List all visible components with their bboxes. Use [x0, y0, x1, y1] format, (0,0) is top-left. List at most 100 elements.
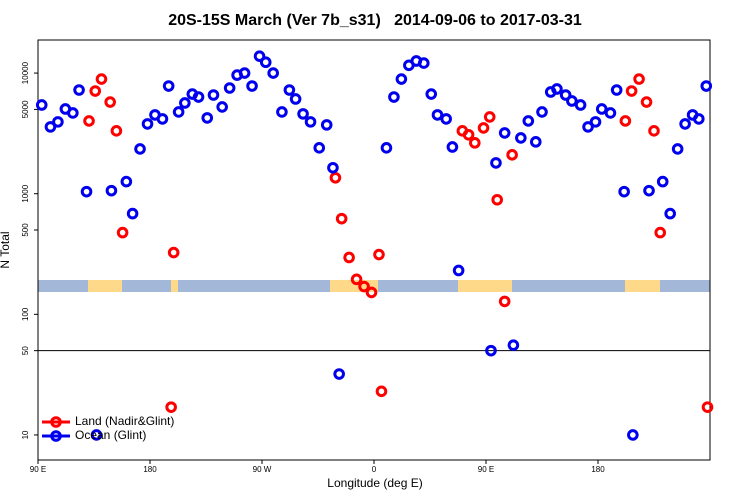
point — [656, 175, 669, 188]
point — [246, 80, 258, 92]
point — [104, 96, 116, 108]
x-axis-label: Longitude (deg E) — [327, 476, 422, 490]
point — [491, 193, 504, 206]
point — [485, 344, 497, 357]
point — [120, 175, 133, 188]
point — [276, 106, 288, 118]
point — [595, 103, 608, 115]
point — [216, 101, 228, 113]
point — [223, 82, 236, 94]
point — [551, 83, 563, 95]
point — [671, 143, 684, 155]
legend-label: Ocean (Glint) — [75, 428, 146, 442]
point — [559, 89, 572, 101]
y-tick-label: 10000 — [21, 61, 30, 84]
point — [643, 184, 655, 197]
point — [165, 401, 177, 413]
point — [320, 119, 333, 131]
point — [192, 91, 205, 103]
point — [679, 118, 691, 130]
x-tick-label: 90 E — [30, 465, 46, 474]
point — [304, 116, 317, 128]
legend-marker — [50, 416, 62, 428]
point — [179, 97, 191, 109]
point — [116, 226, 129, 239]
point — [126, 207, 139, 220]
point — [582, 121, 594, 133]
point — [44, 121, 57, 133]
point — [498, 127, 511, 139]
y-tick-label: 10 — [21, 430, 30, 439]
x-tick-label: 90 E — [478, 465, 494, 474]
point — [365, 286, 378, 299]
point — [253, 50, 266, 62]
chart-title: 20S-15S March (Ver 7b_s31) 2014-09-06 to… — [168, 12, 582, 29]
point — [693, 113, 705, 125]
point — [529, 136, 542, 148]
y-tick-label: 5000 — [21, 100, 30, 118]
x-tick-label: 90 W — [253, 465, 272, 474]
point — [238, 67, 251, 79]
point — [267, 67, 280, 79]
point — [627, 429, 639, 441]
point — [73, 84, 85, 96]
point — [141, 118, 154, 130]
point — [52, 116, 64, 128]
point — [515, 132, 527, 144]
y-axis-label: N Total — [0, 231, 12, 268]
point — [625, 85, 638, 97]
point — [483, 111, 496, 123]
point — [343, 251, 355, 264]
point — [350, 273, 363, 286]
plot-frame — [37, 39, 711, 461]
point — [297, 108, 309, 120]
point — [90, 429, 103, 441]
point — [201, 112, 214, 124]
point — [375, 385, 388, 398]
point — [425, 88, 438, 100]
point — [619, 115, 632, 127]
point — [490, 157, 502, 169]
point — [610, 84, 623, 96]
point — [329, 171, 342, 184]
point — [167, 246, 180, 259]
point — [417, 57, 430, 69]
point — [536, 106, 548, 118]
point — [80, 185, 93, 198]
y-tick-label: 100 — [21, 307, 30, 321]
point — [156, 113, 169, 125]
point — [469, 137, 481, 149]
x-tick-label: 180 — [143, 465, 157, 474]
point — [431, 109, 444, 121]
point — [701, 401, 714, 413]
point — [358, 280, 370, 293]
point — [654, 226, 667, 239]
point — [172, 106, 185, 118]
point — [110, 125, 123, 137]
point — [506, 149, 518, 161]
point — [648, 125, 660, 137]
y-tick-label: 500 — [21, 223, 30, 237]
point — [589, 116, 602, 128]
point — [83, 115, 95, 127]
point — [134, 143, 146, 155]
point — [446, 141, 459, 153]
point — [95, 73, 108, 85]
x-tick-label: 0 — [372, 465, 377, 474]
point — [498, 295, 511, 308]
point — [462, 128, 475, 141]
point — [162, 80, 175, 92]
point — [289, 93, 302, 105]
legend-label: Land (Nadir&Glint) — [75, 414, 174, 428]
point — [618, 185, 630, 198]
point — [522, 115, 535, 127]
point — [452, 264, 465, 277]
point — [440, 113, 452, 125]
point — [700, 80, 713, 92]
point — [333, 368, 345, 380]
point — [327, 161, 339, 174]
point — [574, 99, 587, 111]
point — [67, 107, 79, 119]
point — [259, 56, 272, 69]
